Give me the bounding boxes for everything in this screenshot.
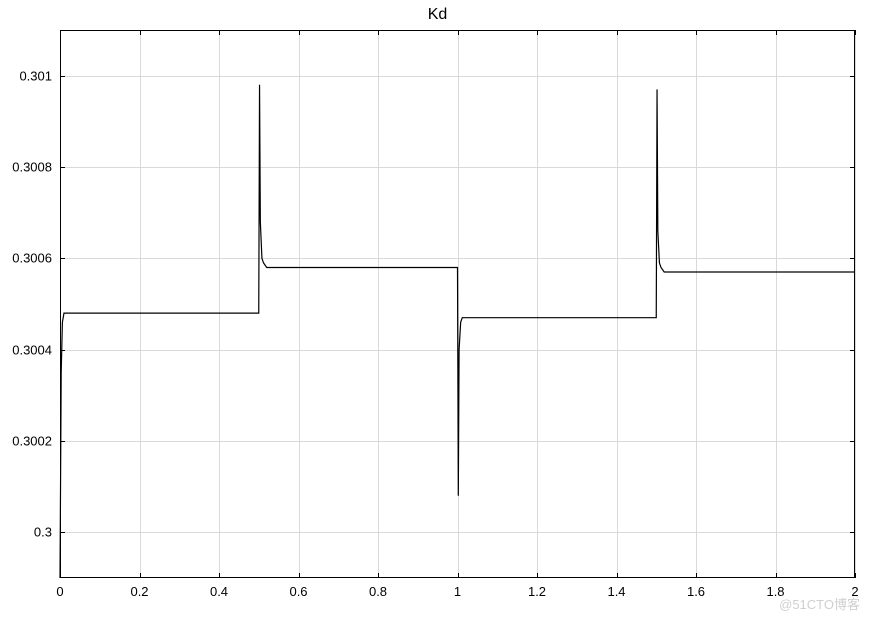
chart-title: Kd — [0, 6, 875, 24]
gridline-v — [855, 30, 856, 578]
xtick-label: 0.8 — [369, 584, 387, 599]
ytick-label: 0.301 — [19, 68, 52, 83]
ytick-label: 0.3006 — [12, 251, 52, 266]
plot-area — [60, 30, 855, 578]
series-line — [60, 85, 855, 578]
line-series — [60, 30, 855, 578]
xtick-label: 1.4 — [607, 584, 625, 599]
ytick-label: 0.3008 — [12, 160, 52, 175]
ytick-label: 0.3002 — [12, 434, 52, 449]
ytick-label: 0.3004 — [12, 342, 52, 357]
ytick-label: 0.3 — [34, 525, 52, 540]
xtick-label: 0.4 — [210, 584, 228, 599]
xtick-label: 0.2 — [130, 584, 148, 599]
chart-wrapper: Kd 00.20.40.60.811.21.41.61.82 0.30.3002… — [0, 0, 875, 619]
xtick-label: 1.2 — [528, 584, 546, 599]
xtick-label: 0 — [56, 584, 63, 599]
watermark: @51CTO博客 — [779, 594, 860, 613]
xtick-mark — [855, 30, 856, 35]
xtick-mark — [855, 573, 856, 578]
xtick-label: 1 — [454, 584, 461, 599]
xtick-label: 1.6 — [687, 584, 705, 599]
xtick-label: 0.6 — [289, 584, 307, 599]
